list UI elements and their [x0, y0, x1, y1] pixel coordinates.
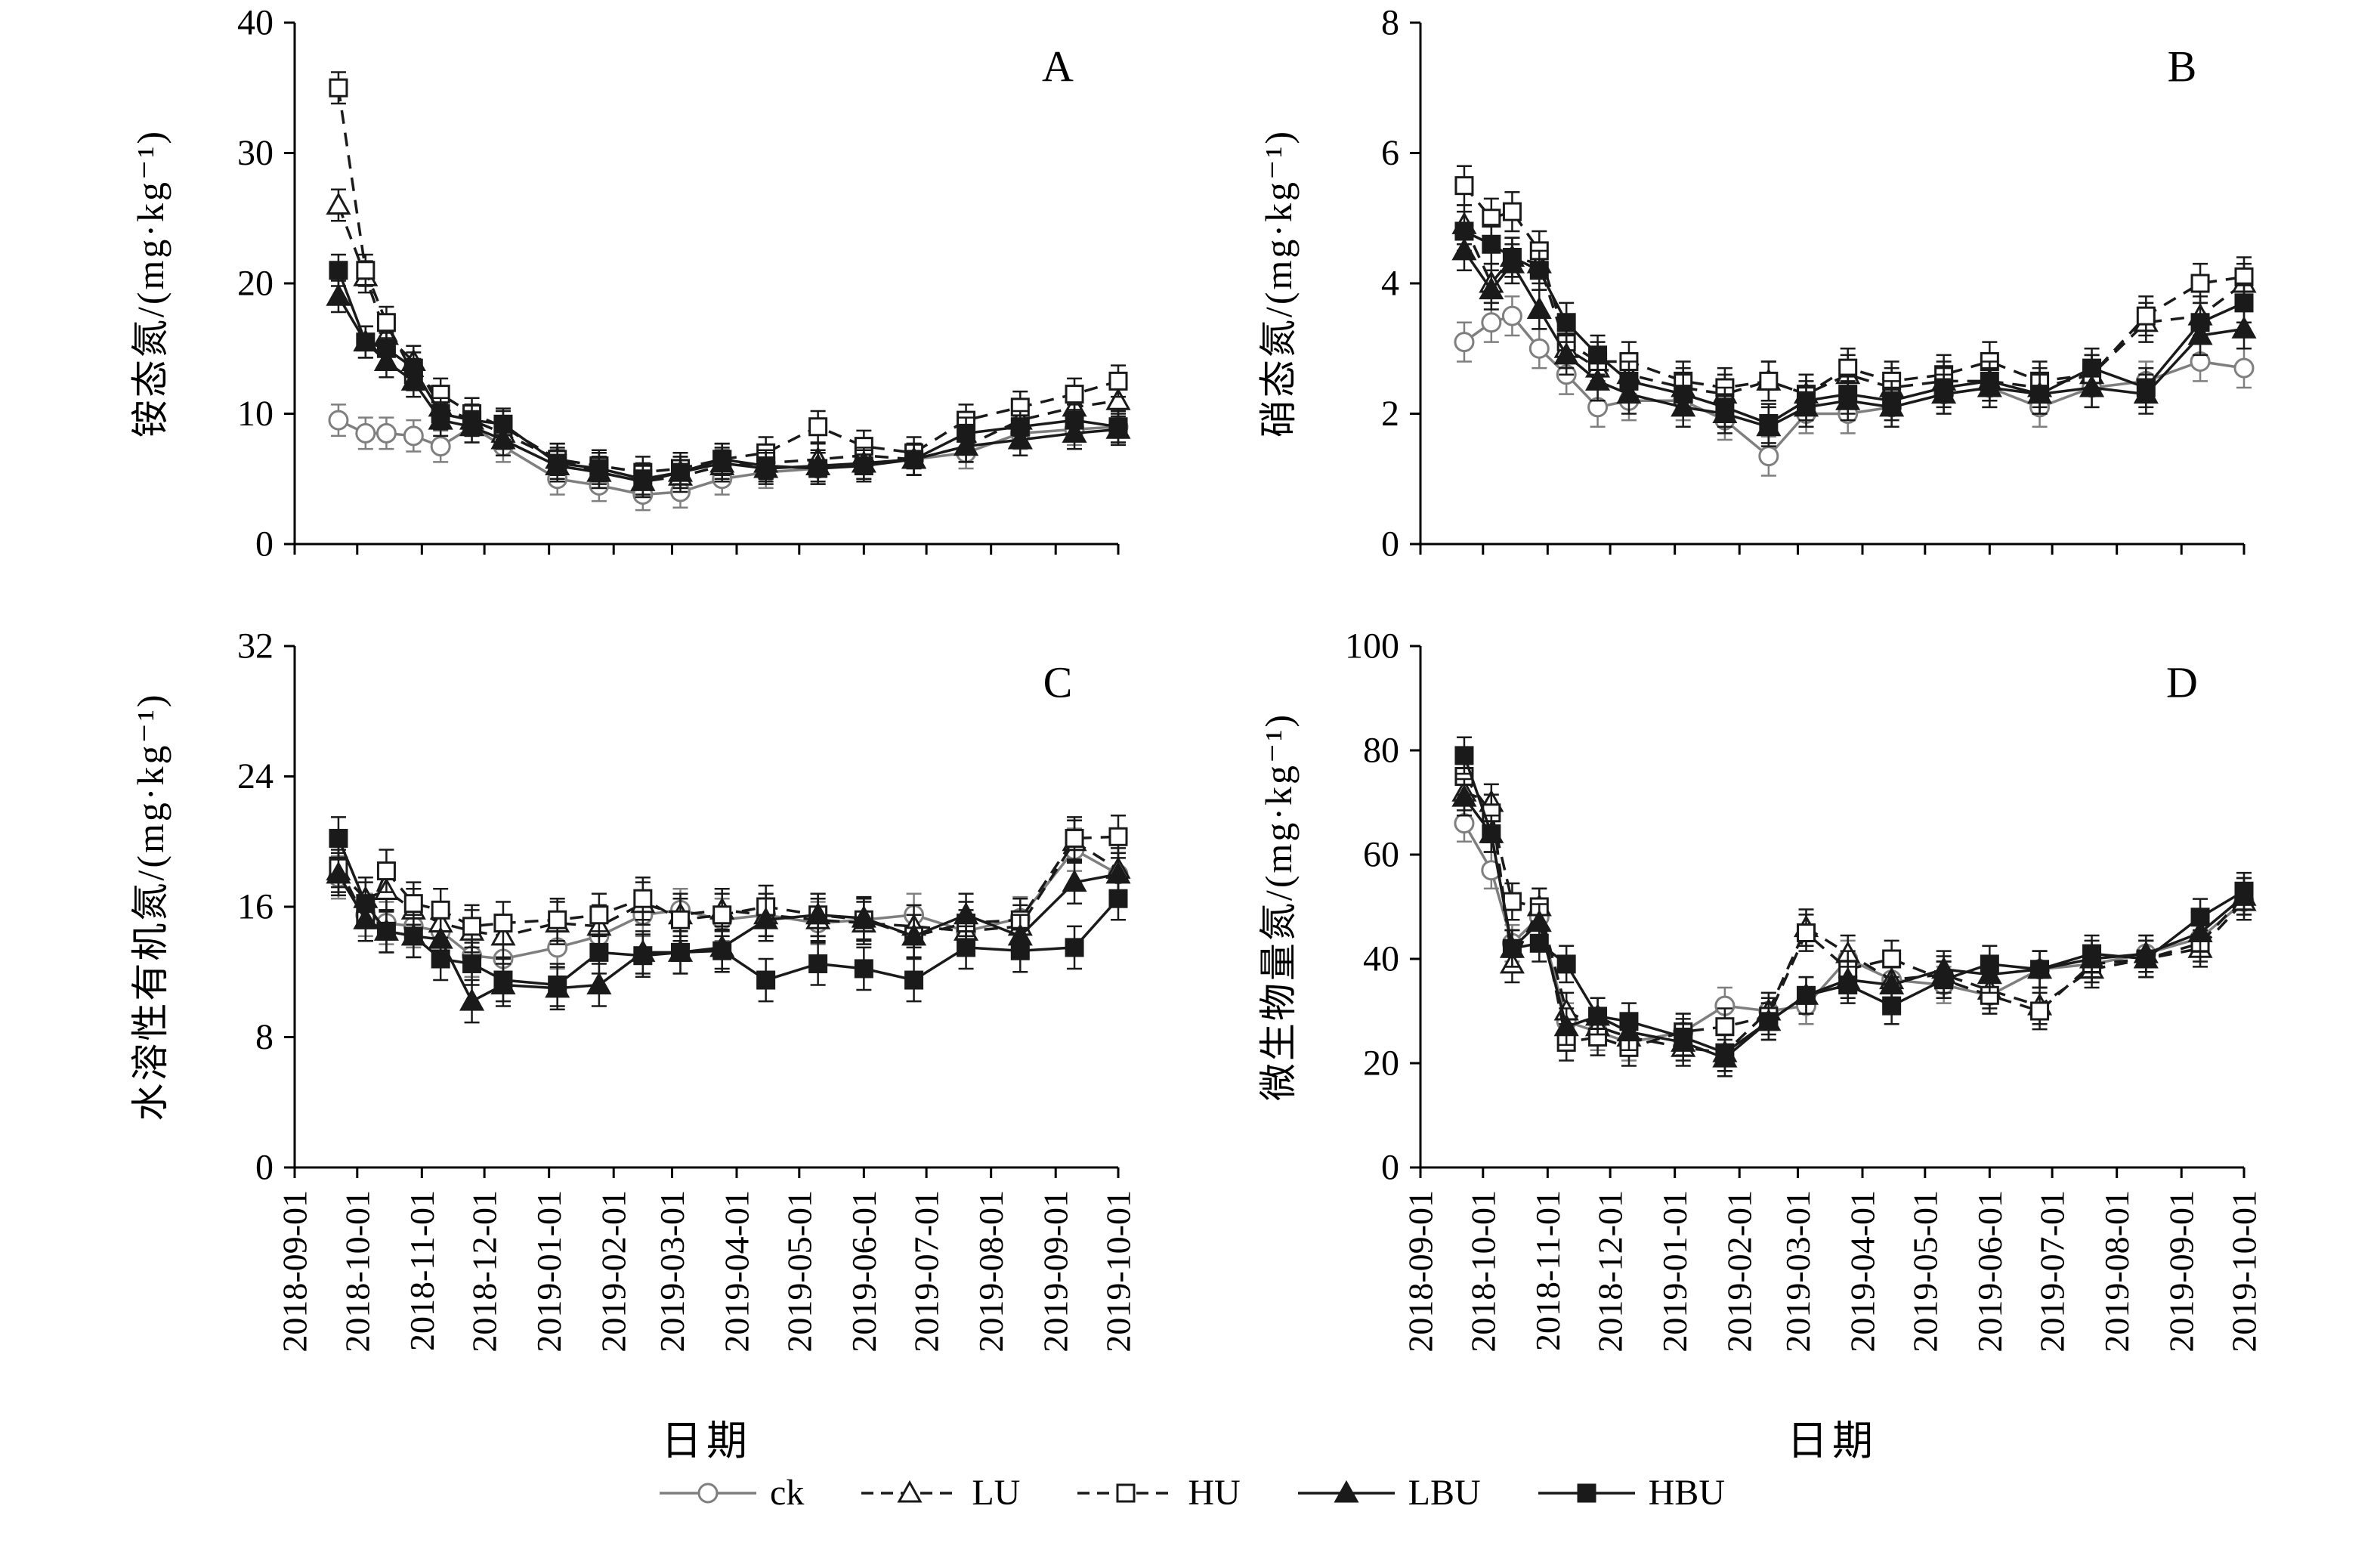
legend-label-ck: ck — [770, 1473, 805, 1513]
svg-text:4: 4 — [1381, 264, 1399, 304]
svg-text:2019-07-01: 2019-07-01 — [907, 1190, 946, 1353]
legend-item-HBU: HBU — [1534, 1472, 1725, 1514]
svg-text:2019-02-01: 2019-02-01 — [1720, 1190, 1759, 1353]
svg-text:40: 40 — [1363, 939, 1399, 979]
svg-text:2019-03-01: 2019-03-01 — [653, 1190, 691, 1353]
legend-label-LU: LU — [972, 1473, 1021, 1513]
svg-text:2018-10-01: 2018-10-01 — [338, 1190, 376, 1353]
x-axis-title-right: 日期 — [1787, 1418, 1878, 1464]
svg-text:2019-08-01: 2019-08-01 — [972, 1190, 1010, 1353]
svg-text:100: 100 — [1345, 626, 1399, 666]
svg-text:2019-03-01: 2019-03-01 — [1779, 1190, 1817, 1353]
panel-c: 0 8 16 24 32 2018-09-01 2018-10-01 2018-11-01 20… — [237, 626, 1138, 1353]
y-axis-label-c: 水溶性有机氮/(mg·kg⁻¹) — [129, 692, 172, 1121]
svg-text:60: 60 — [1363, 835, 1399, 875]
y-axis-label-d: 微生物量氮/(mg·kg⁻¹) — [1257, 712, 1300, 1102]
svg-text:2019-09-01: 2019-09-01 — [2162, 1190, 2201, 1353]
panel-a: 0 10 20 30 40 — [237, 3, 1131, 564]
svg-text:2: 2 — [1381, 394, 1399, 434]
svg-text:80: 80 — [1363, 731, 1399, 771]
svg-text:2018-12-01: 2018-12-01 — [465, 1190, 504, 1353]
svg-text:2019-10-01: 2019-10-01 — [2225, 1190, 2264, 1353]
legend-item-HU: HU — [1073, 1472, 1241, 1514]
panel-letter-d: D — [2166, 657, 2198, 707]
svg-text:0: 0 — [255, 1148, 274, 1188]
series-LBU-panel-d — [1451, 778, 2257, 1078]
svg-text:40: 40 — [237, 3, 274, 43]
svg-text:30: 30 — [237, 133, 274, 173]
svg-text:20: 20 — [237, 264, 274, 304]
svg-text:2019-04-01: 2019-04-01 — [1844, 1190, 1882, 1353]
legend-HU-marker-icon — [1077, 1483, 1175, 1502]
legend-label-LBU: LBU — [1408, 1473, 1481, 1513]
svg-text:2018-11-01: 2018-11-01 — [1528, 1190, 1567, 1351]
svg-text:2019-08-01: 2019-08-01 — [2097, 1190, 2136, 1353]
y-axis-label-a: 铵态氮/(mg·kg⁻¹) — [129, 128, 172, 438]
series-HBU-panel-d — [1454, 736, 2254, 1072]
panel-letter-c: C — [1043, 657, 1073, 707]
svg-text:2019-10-01: 2019-10-01 — [1099, 1190, 1138, 1353]
svg-text:2019-01-01: 2019-01-01 — [1655, 1190, 1694, 1353]
legend-HBU-marker-icon — [1538, 1483, 1635, 1502]
svg-text:2019-02-01: 2019-02-01 — [595, 1190, 633, 1353]
svg-text:0: 0 — [255, 524, 274, 564]
x-axis-title-left: 日期 — [661, 1418, 752, 1464]
series-HBU-panel-a — [329, 253, 1128, 496]
legend-label-HU: HU — [1188, 1473, 1241, 1513]
svg-text:2019-04-01: 2019-04-01 — [718, 1190, 756, 1353]
svg-text:6: 6 — [1381, 133, 1399, 173]
y-axis-label-b: 硝态氮/(mg·kg⁻¹) — [1257, 128, 1300, 438]
legend-ck-marker-icon — [660, 1483, 757, 1503]
legend-item-LU: LU — [857, 1472, 1020, 1514]
legend-item-LBU: LBU — [1294, 1472, 1481, 1514]
svg-text:2019-09-01: 2019-09-01 — [1037, 1190, 1075, 1353]
series-ck-panel-d — [1454, 804, 2255, 1062]
svg-text:2018-11-01: 2018-11-01 — [403, 1190, 441, 1351]
svg-text:2018-09-01: 2018-09-01 — [1402, 1190, 1440, 1353]
panel-letter-b: B — [2167, 42, 2197, 91]
legend: ck LU HU LBU HBU — [0, 1472, 2380, 1514]
svg-text:0: 0 — [1381, 524, 1399, 564]
svg-text:2019-01-01: 2019-01-01 — [530, 1190, 568, 1353]
series-HBU-panel-b — [1454, 210, 2254, 444]
svg-text:24: 24 — [237, 756, 274, 796]
svg-text:32: 32 — [237, 626, 274, 666]
panel-b: 0 2 4 6 8 — [1381, 3, 2257, 564]
svg-text:8: 8 — [1381, 3, 1399, 43]
svg-text:0: 0 — [1381, 1148, 1399, 1188]
legend-item-ck: ck — [655, 1472, 804, 1514]
legend-label-HBU: HBU — [1648, 1473, 1725, 1513]
panel-d: 0 20 40 60 80 100 2018-09-01 2018-10-01 2018-11-… — [1345, 626, 2264, 1353]
svg-text:2019-07-01: 2019-07-01 — [2033, 1190, 2072, 1353]
svg-text:2018-10-01: 2018-10-01 — [1464, 1190, 1502, 1353]
panel-letter-a: A — [1042, 42, 1074, 91]
svg-text:16: 16 — [237, 887, 274, 927]
svg-text:8: 8 — [255, 1017, 274, 1057]
series-HBU-panel-c — [329, 816, 1128, 1007]
svg-text:2018-09-01: 2018-09-01 — [276, 1190, 314, 1353]
svg-text:10: 10 — [237, 394, 274, 434]
legend-LU-marker-icon — [861, 1480, 959, 1502]
svg-text:2019-06-01: 2019-06-01 — [1970, 1190, 2009, 1353]
svg-text:2019-06-01: 2019-06-01 — [845, 1190, 883, 1353]
svg-text:2018-12-01: 2018-12-01 — [1591, 1190, 1630, 1353]
svg-text:20: 20 — [1363, 1044, 1399, 1084]
legend-LBU-marker-icon — [1297, 1480, 1395, 1502]
svg-text:2019-05-01: 2019-05-01 — [1906, 1190, 1944, 1353]
svg-text:2019-05-01: 2019-05-01 — [780, 1190, 818, 1353]
